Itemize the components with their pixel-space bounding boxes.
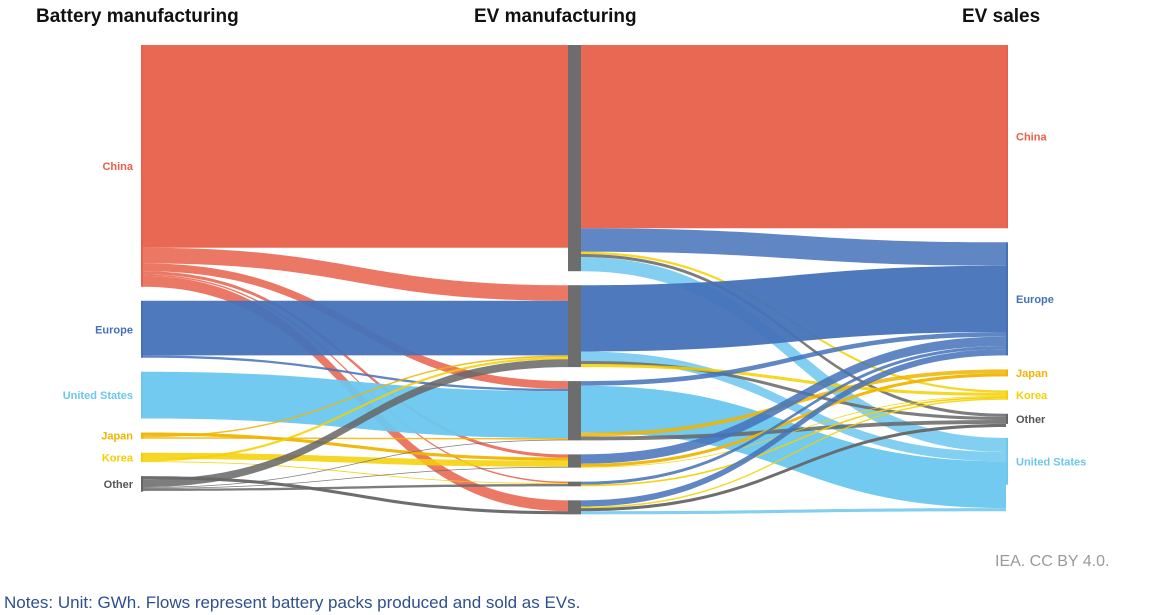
flow-europe-to-korea [581,363,1006,396]
flow-united-states-to-united-states [143,371,568,439]
flow-other-to-europe [581,349,1006,507]
manufacturing-node-europe [568,285,581,368]
flow-europe-to-united-states [143,355,568,392]
flow-europe-to-united-states [581,351,1006,462]
sales-node-korea [1006,390,1008,400]
flow-china-to-europe [581,228,1006,266]
flow-united-states-to-united-states [581,385,1006,509]
sales-label-europe: Europe [1016,294,1054,306]
flow-other-to-other [581,423,1006,512]
stage2-flows [581,45,1006,515]
column-header-ev-manufacturing: EV manufacturing [474,6,637,27]
flow-europe-to-europe [143,300,568,356]
flow-japan-to-korea [581,395,1006,468]
flow-japan-to-europe [581,336,1006,464]
flow-japan-to-europe [143,355,568,438]
flow-japan-to-japan [581,373,1006,467]
battery-label-japan: Japan [101,431,133,443]
flow-europe-to-other [581,360,1006,421]
sales-label-united-states: United States [1016,456,1086,468]
flow-china-to-china [143,45,568,248]
battery-node-europe [141,300,143,358]
flow-other-to-korea [143,483,568,491]
manufacturing-node-korea [568,481,581,487]
flow-china-to-japan [143,271,568,458]
battery-node-korea [141,452,143,463]
flow-united-states-to-europe [581,332,1006,386]
battery-label-europe: Europe [95,324,133,336]
sales-nodes [1006,45,1008,485]
sales-label-other: Other [1016,414,1046,426]
flow-china-to-europe [143,247,568,301]
battery-node-china [141,45,143,287]
notes-text: Notes: Unit: GWh. Flows represent batter… [4,593,581,612]
flow-europe-to-europe [581,265,1006,352]
sales-label-china: China [1016,132,1047,144]
battery-label-korea: Korea [102,452,134,464]
sankey-diagram: China Europe United States Japan Korea Other C… [63,45,1087,515]
flow-other-to-europe [143,359,568,488]
flow-other-to-japan [143,466,568,489]
manufacturing-node-china [568,45,581,272]
manufacturing-nodes [568,45,581,515]
flow-korea-to-japan [143,452,568,467]
manufacturing-node-other [568,500,581,515]
sales-label-japan: Japan [1016,368,1048,380]
node-labels: China Europe United States Japan Korea Other C… [63,132,1087,491]
battery-label-china: China [102,161,133,173]
battery-node-united-states [141,371,143,419]
credit-text: IEA. CC BY 4.0. [995,553,1110,570]
flow-korea-to-korea [143,461,568,484]
flow-china-to-china [581,45,1006,229]
battery-node-other [141,476,143,492]
sales-node-other [1006,413,1008,424]
column-header-battery-manufacturing: Battery manufacturing [36,6,239,27]
flow-china-to-korea [143,274,568,484]
flow-other-to-united-states [581,508,1006,515]
flow-japan-to-united-states [143,437,568,440]
battery-label-united-states: United States [63,390,133,402]
battery-node-japan [141,432,143,439]
flow-other-to-other [143,476,568,515]
battery-label-other: Other [104,479,134,491]
sales-node-europe [1006,242,1008,356]
battery-nodes [141,45,143,492]
manufacturing-node-united-states [568,381,581,441]
flow-korea-to-europe [143,356,568,462]
flow-japan-to-japan [143,432,568,461]
flow-korea-to-korea [581,396,1006,487]
flow-other-to-united-states [143,439,568,488]
flow-korea-to-europe [581,346,1006,485]
sales-node-united-states [1006,437,1008,485]
column-header-ev-sales: EV sales [962,6,1041,27]
sales-label-korea: Korea [1016,390,1048,402]
sales-node-china [1006,45,1008,229]
stage1-flows [143,45,568,515]
sales-node-japan [1006,369,1008,377]
flow-china-to-united-states [581,257,1006,452]
flow-other-to-korea [581,398,1006,509]
manufacturing-node-japan [568,454,581,468]
